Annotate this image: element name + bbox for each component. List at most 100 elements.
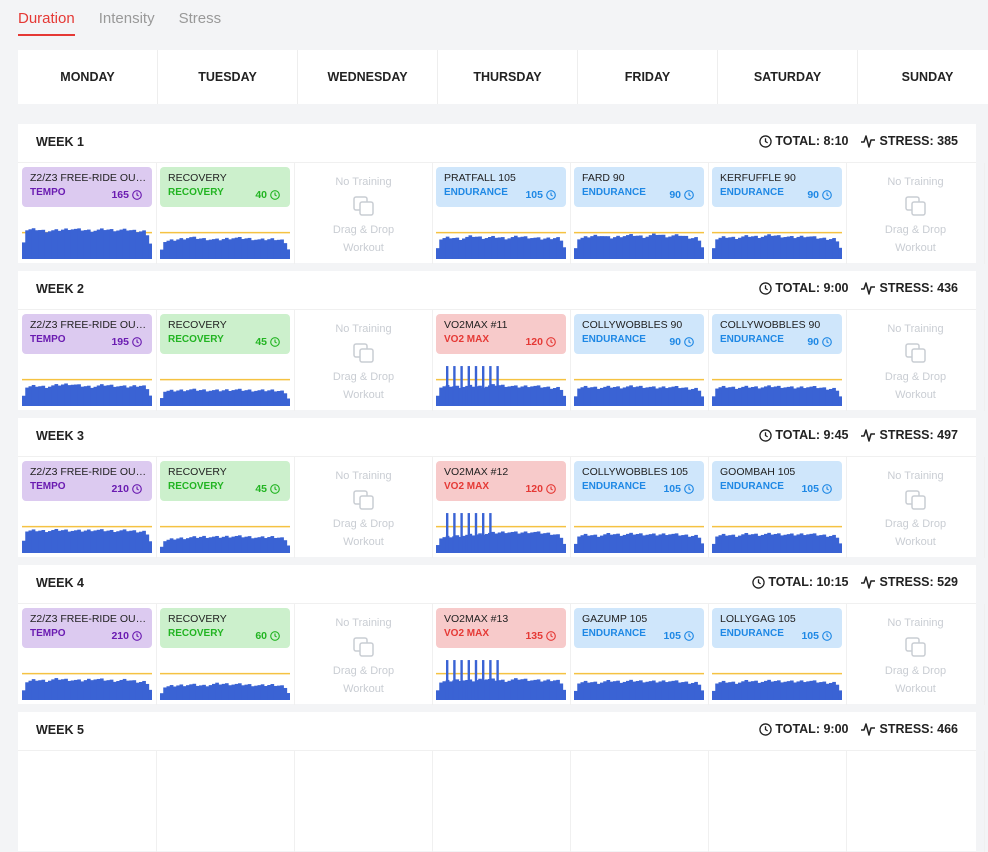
clock-icon bbox=[681, 631, 694, 641]
workout-card[interactable]: FARD 90 ENDURANCE 90 bbox=[574, 167, 704, 207]
day-cell-friday[interactable]: GAZUMP 105 ENDURANCE 105 bbox=[570, 604, 709, 705]
day-cell-sunday[interactable]: No Training Drag & Drop Workout bbox=[846, 310, 985, 411]
day-cell-saturday[interactable]: COLLYWOBBLES 90 ENDURANCE 90 bbox=[708, 310, 847, 411]
day-cell-sunday[interactable]: No Training Drag & Drop Workout bbox=[846, 604, 985, 705]
day-cell-thursday[interactable]: VO2MAX #13 VO2 MAX 135 bbox=[432, 604, 571, 705]
profile-bar bbox=[835, 537, 840, 553]
workout-name: GOOMBAH 105 bbox=[720, 466, 796, 478]
profile-bar bbox=[691, 682, 695, 700]
week-header: WEEK 5 TOTAL: 9:00 STRESS: 466 bbox=[18, 712, 976, 751]
workout-card[interactable]: RECOVERY RECOVERY 45 bbox=[160, 461, 290, 501]
profile-bar bbox=[780, 535, 784, 553]
day-cell-tuesday[interactable] bbox=[156, 751, 295, 852]
profile-bar bbox=[504, 681, 508, 700]
day-cell-monday[interactable]: Z2/Z3 FREE-RIDE OUT... TEMPO 210 bbox=[18, 457, 157, 558]
day-cell-wednesday[interactable]: No Training Drag & Drop Workout bbox=[294, 604, 433, 705]
profile-bar bbox=[527, 680, 531, 700]
day-cell-friday[interactable]: FARD 90 ENDURANCE 90 bbox=[570, 163, 709, 264]
profile-bar bbox=[501, 384, 505, 406]
no-training-label: No Training bbox=[887, 323, 944, 335]
day-cell-thursday[interactable]: PRATFALL 105 ENDURANCE 105 bbox=[432, 163, 571, 264]
profile-bar bbox=[764, 533, 768, 553]
profile-bar bbox=[819, 238, 823, 259]
profile-bar bbox=[465, 236, 469, 259]
day-cell-monday[interactable]: Z2/Z3 FREE-RIDE OUT... TEMPO 210 bbox=[18, 604, 157, 705]
workout-card[interactable]: PRATFALL 105 ENDURANCE 105 bbox=[436, 167, 566, 207]
profile-bar bbox=[553, 680, 557, 700]
day-cell-wednesday[interactable]: No Training Drag & Drop Workout bbox=[294, 163, 433, 264]
drag-drop-icon bbox=[294, 342, 433, 364]
day-cell-sunday[interactable]: No Training Drag & Drop Workout bbox=[846, 457, 985, 558]
week-totals: TOTAL: 9:00 STRESS: 436 bbox=[759, 281, 958, 295]
day-cell-saturday[interactable]: LOLLYGAG 105 ENDURANCE 105 bbox=[708, 604, 847, 705]
day-cell-thursday[interactable] bbox=[432, 751, 571, 852]
profile-bar bbox=[741, 386, 745, 406]
workout-card[interactable]: RECOVERY RECOVERY 45 bbox=[160, 314, 290, 354]
workout-card[interactable]: Z2/Z3 FREE-RIDE OUT... TEMPO 210 bbox=[22, 461, 152, 501]
drag-drop-label: Drag & Drop bbox=[884, 665, 947, 677]
profile-bar bbox=[712, 690, 716, 700]
day-cell-thursday[interactable]: VO2MAX #12 VO2 MAX 120 bbox=[432, 457, 571, 558]
profile-bar bbox=[132, 530, 137, 553]
workout-card[interactable]: COLLYWOBBLES 90 ENDURANCE 90 bbox=[712, 314, 842, 354]
profile-bar bbox=[449, 681, 453, 700]
profile-bar bbox=[87, 678, 91, 700]
workout-card[interactable]: VO2MAX #12 VO2 MAX 120 bbox=[436, 461, 566, 501]
profile-bar bbox=[116, 230, 120, 259]
day-cell-tuesday[interactable]: RECOVERY RECOVERY 40 bbox=[156, 163, 295, 264]
day-cell-friday[interactable]: COLLYWOBBLES 105 ENDURANCE 105 bbox=[570, 457, 709, 558]
workout-card[interactable]: RECOVERY RECOVERY 40 bbox=[160, 167, 290, 207]
tab-stress[interactable]: Stress bbox=[178, 10, 222, 27]
day-cell-tuesday[interactable]: RECOVERY RECOVERY 45 bbox=[156, 310, 295, 411]
interval-spike bbox=[496, 660, 499, 700]
day-cell-monday[interactable]: Z2/Z3 FREE-RIDE OUT... TEMPO 165 bbox=[18, 163, 157, 264]
profile-bar bbox=[67, 385, 72, 406]
profile-bar bbox=[790, 236, 794, 259]
day-cell-thursday[interactable]: VO2MAX #11 VO2 MAX 120 bbox=[432, 310, 571, 411]
day-cell-wednesday[interactable]: No Training Drag & Drop Workout bbox=[294, 457, 433, 558]
day-cell-tuesday[interactable]: RECOVERY RECOVERY 45 bbox=[156, 457, 295, 558]
workout-card[interactable]: KERFUFFLE 90 ENDURANCE 90 bbox=[712, 167, 842, 207]
profile-bar bbox=[725, 535, 729, 553]
profile-bar bbox=[747, 236, 752, 259]
workout-card[interactable]: VO2MAX #13 VO2 MAX 135 bbox=[436, 608, 566, 648]
profile-bar bbox=[286, 249, 290, 259]
day-cell-saturday[interactable]: KERFUFFLE 90 ENDURANCE 90 bbox=[708, 163, 847, 264]
day-cell-monday[interactable] bbox=[18, 751, 157, 852]
day-cell-saturday[interactable] bbox=[708, 751, 847, 852]
profile-bar bbox=[639, 533, 643, 553]
profile-bar bbox=[449, 238, 453, 259]
workout-card[interactable]: VO2MAX #11 VO2 MAX 120 bbox=[436, 314, 566, 354]
day-cell-wednesday[interactable] bbox=[294, 751, 433, 852]
profile-bar bbox=[67, 531, 72, 553]
day-cell-friday[interactable]: COLLYWOBBLES 90 ENDURANCE 90 bbox=[570, 310, 709, 411]
workout-card[interactable]: Z2/Z3 FREE-RIDE OUT... TEMPO 165 bbox=[22, 167, 152, 207]
day-cell-saturday[interactable]: GOOMBAH 105 ENDURANCE 105 bbox=[708, 457, 847, 558]
profile-bar bbox=[697, 537, 702, 553]
day-header-monday: MONDAY bbox=[18, 50, 158, 104]
workout-card[interactable]: GAZUMP 105 ENDURANCE 105 bbox=[574, 608, 704, 648]
workout-card[interactable]: LOLLYGAG 105 ENDURANCE 105 bbox=[712, 608, 842, 648]
day-cell-sunday[interactable]: No Training Drag & Drop Workout bbox=[846, 163, 985, 264]
profile-bar bbox=[247, 389, 252, 406]
workout-card[interactable]: RECOVERY RECOVERY 60 bbox=[160, 608, 290, 648]
workout-card[interactable]: COLLYWOBBLES 90 ENDURANCE 90 bbox=[574, 314, 704, 354]
day-cell-friday[interactable] bbox=[570, 751, 709, 852]
profile-bar bbox=[741, 681, 745, 700]
profile-bar bbox=[135, 232, 140, 259]
workout-card[interactable]: COLLYWOBBLES 105 ENDURANCE 105 bbox=[574, 461, 704, 501]
tab-duration[interactable]: Duration bbox=[18, 0, 75, 36]
tab-intensity[interactable]: Intensity bbox=[98, 10, 155, 27]
profile-bar bbox=[64, 383, 68, 406]
profile-bar bbox=[122, 529, 127, 553]
day-cell-monday[interactable]: Z2/Z3 FREE-RIDE OUT... TEMPO 195 bbox=[18, 310, 157, 411]
profile-bar bbox=[819, 535, 823, 553]
day-cell-sunday[interactable] bbox=[846, 751, 985, 852]
workout-card[interactable]: GOOMBAH 105 ENDURANCE 105 bbox=[712, 461, 842, 501]
workout-card[interactable]: Z2/Z3 FREE-RIDE OUT... TEMPO 210 bbox=[22, 608, 152, 648]
workout-card[interactable]: Z2/Z3 FREE-RIDE OUT... TEMPO 195 bbox=[22, 314, 152, 354]
profile-bar bbox=[773, 680, 778, 700]
day-cell-wednesday[interactable]: No Training Drag & Drop Workout bbox=[294, 310, 433, 411]
day-cell-tuesday[interactable]: RECOVERY RECOVERY 60 bbox=[156, 604, 295, 705]
profile-bar bbox=[587, 237, 591, 259]
